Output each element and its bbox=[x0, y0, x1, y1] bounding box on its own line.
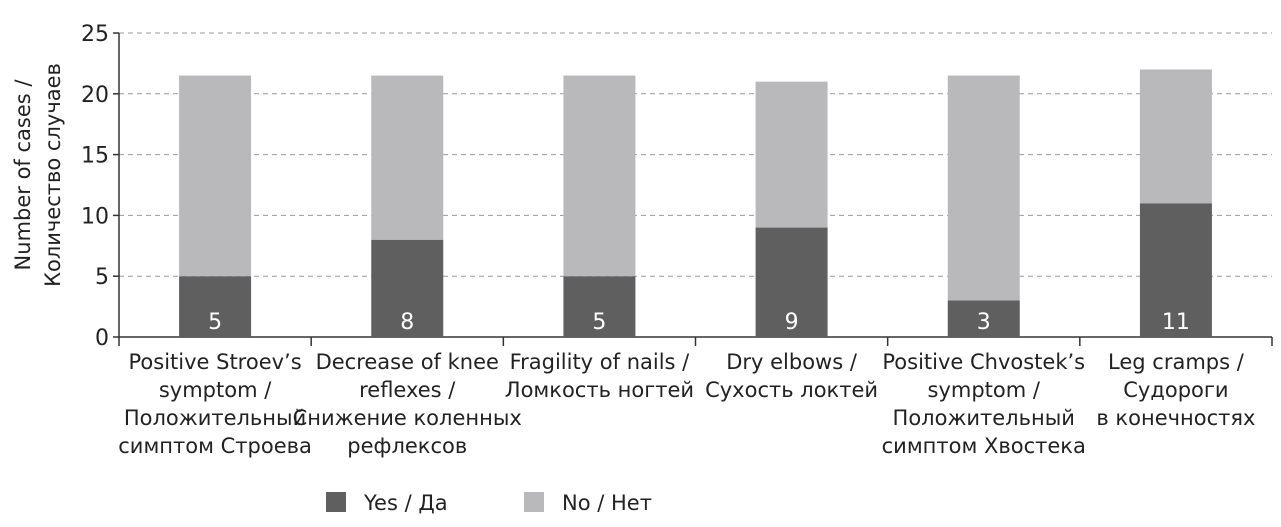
x-category-label: рефлексов bbox=[347, 434, 467, 458]
x-category-label: Положительный bbox=[893, 406, 1075, 430]
x-category-label: Fragility of nails / bbox=[510, 350, 691, 374]
y-axis-label-line: Количество случаев bbox=[41, 63, 65, 287]
legend-swatch-no bbox=[524, 492, 544, 512]
y-tick-label: 15 bbox=[81, 144, 109, 169]
x-category-label: Leg cramps / bbox=[1108, 350, 1245, 374]
data-label: 5 bbox=[208, 310, 222, 335]
x-category-label: Сухость локтей bbox=[705, 378, 878, 402]
y-tick-label: 5 bbox=[95, 265, 109, 290]
y-tick-label: 10 bbox=[81, 204, 109, 229]
data-label: 3 bbox=[977, 310, 991, 335]
x-category-label: симптом Хвостека bbox=[882, 434, 1086, 458]
data-label: 9 bbox=[785, 310, 799, 335]
x-category-label: Positive Chvostek’s bbox=[882, 350, 1085, 374]
legend-label-yes: Yes / Да bbox=[363, 491, 448, 515]
x-category-label: Decrease of knee bbox=[316, 350, 499, 374]
bar-no bbox=[1139, 69, 1212, 204]
data-label: 8 bbox=[400, 310, 414, 335]
x-category-label: reflexes / bbox=[359, 378, 456, 402]
x-category-label: Positive Stroev’s bbox=[128, 350, 301, 374]
legend-label-no: No / Нет bbox=[562, 491, 652, 515]
bar-yes bbox=[563, 276, 636, 337]
x-category-label: symptom / bbox=[928, 378, 1041, 402]
x-category-label: symptom / bbox=[159, 378, 272, 402]
bar-yes bbox=[947, 300, 1020, 337]
bar-no bbox=[947, 75, 1020, 301]
y-tick-label: 0 bbox=[95, 326, 109, 351]
data-label: 5 bbox=[592, 310, 606, 335]
bar-no bbox=[563, 75, 636, 277]
x-category-label: симптом Строева bbox=[118, 434, 312, 458]
y-tick-label: 25 bbox=[81, 22, 109, 47]
bar-yes bbox=[371, 239, 444, 337]
bar-yes bbox=[755, 227, 828, 337]
bar-yes bbox=[179, 276, 252, 337]
legend-swatch-yes bbox=[326, 492, 346, 512]
x-category-label: Судороги bbox=[1123, 378, 1228, 402]
bar-yes bbox=[1139, 203, 1212, 337]
data-label: 11 bbox=[1162, 310, 1190, 335]
y-axis-label: Number of cases / Количество случаев bbox=[11, 63, 65, 287]
x-category-label: Снижение коленных bbox=[293, 406, 522, 430]
bar-no bbox=[371, 75, 444, 240]
bar-no bbox=[179, 75, 252, 277]
y-tick-label: 20 bbox=[81, 83, 109, 108]
x-category-label: Положительный bbox=[124, 406, 306, 430]
x-category-label: Ломкость ногтей bbox=[505, 378, 694, 402]
bar-no bbox=[755, 81, 828, 228]
x-category-label: Dry elbows / bbox=[726, 350, 858, 374]
y-axis-label-line: Number of cases / bbox=[11, 79, 35, 271]
x-category-label: в конечностях bbox=[1096, 406, 1255, 430]
